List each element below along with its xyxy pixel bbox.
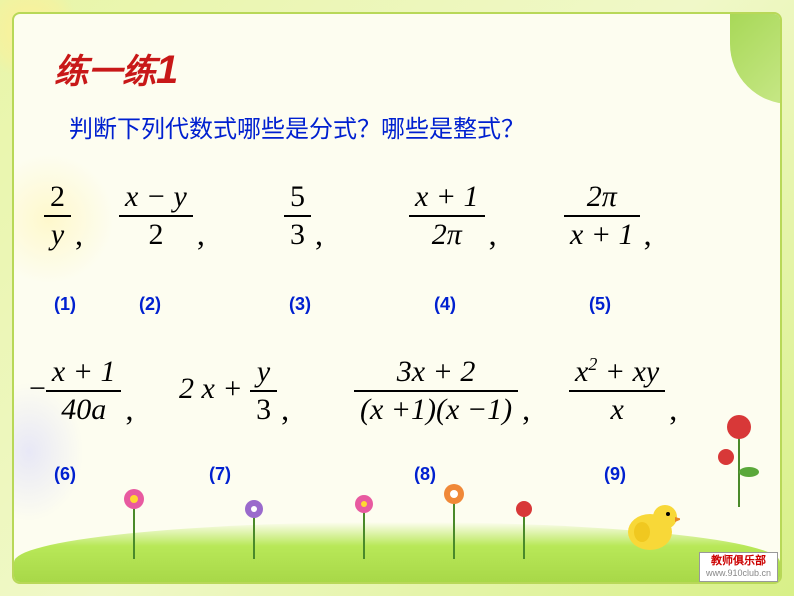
title-number: 1: [156, 48, 178, 92]
expr-5: 2πx + 1,: [564, 179, 652, 253]
expr-3: 53,: [284, 179, 323, 253]
expression-row-1: 2y, x − y2, 53, x + 12π, 2πx + 1,: [14, 179, 780, 269]
flower-icon: [114, 484, 154, 564]
expr-9: x2 + xyx,: [569, 354, 677, 428]
expr-2: x − y2,: [119, 179, 205, 253]
flower-icon: [344, 489, 384, 564]
expression-row-2: −x + 140a, 2 x + y3, 3x + 2(x +1)(x −1),…: [14, 354, 780, 444]
deco-leaf: [730, 14, 782, 104]
label-4: (4): [434, 294, 456, 315]
label-8: (8): [414, 464, 436, 485]
flower-icon: [714, 412, 764, 512]
expr-4: x + 12π,: [409, 179, 497, 253]
label-1: (1): [54, 294, 76, 315]
label-2: (2): [139, 294, 161, 315]
flower-icon: [504, 494, 544, 564]
title-text: 练一练: [54, 53, 156, 91]
label-3: (3): [289, 294, 311, 315]
slide-frame: 练一练1 判断下列代数式哪些是分式？哪些是整式？ 2y, x − y2, 53,…: [12, 12, 782, 584]
watermark-title: 教师俱乐部: [706, 555, 771, 568]
label-5: (5): [589, 294, 611, 315]
label-7: (7): [209, 464, 231, 485]
slide-title: 练一练1: [54, 44, 178, 93]
flower-icon: [434, 479, 474, 564]
chick-icon: [620, 497, 680, 552]
watermark-badge: 教师俱乐部 www.910club.cn: [699, 552, 778, 582]
label-6: (6): [54, 464, 76, 485]
expr-6: −x + 140a,: [29, 354, 133, 428]
expr-7: 2 x + y3,: [179, 354, 289, 428]
label-9: (9): [604, 464, 626, 485]
question-text: 判断下列代数式哪些是分式？哪些是整式？: [69, 109, 525, 144]
flower-icon: [234, 494, 274, 564]
expr-1: 2y,: [44, 179, 83, 253]
watermark-url: www.910club.cn: [706, 568, 771, 579]
expr-8: 3x + 2(x +1)(x −1),: [354, 354, 530, 428]
